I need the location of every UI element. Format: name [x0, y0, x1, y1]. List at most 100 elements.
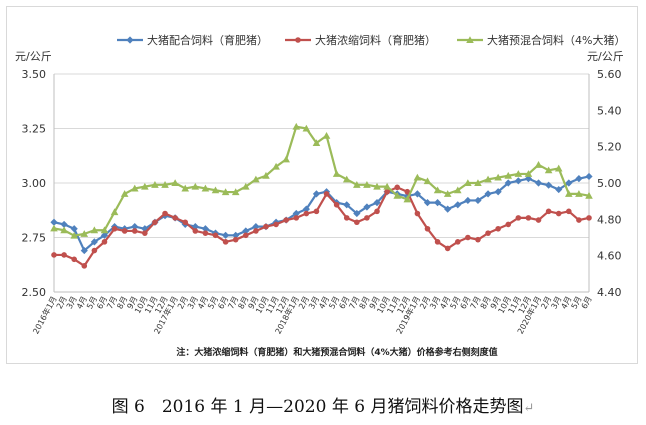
- data-point-2: [253, 228, 259, 234]
- data-point-2: [333, 202, 340, 208]
- data-point-1: [413, 190, 421, 198]
- data-point-2: [394, 184, 401, 191]
- data-point-3: [464, 179, 472, 186]
- data-point-3: [312, 139, 321, 147]
- return-mark: ↵: [523, 401, 535, 416]
- data-point-1: [242, 227, 250, 235]
- data-point-3: [211, 186, 220, 194]
- data-point-3: [302, 124, 311, 132]
- data-point-1: [585, 172, 593, 181]
- data-point-3: [575, 190, 583, 197]
- data-point-3: [100, 226, 109, 234]
- data-point-3: [332, 170, 341, 177]
- data-point-1: [575, 175, 583, 183]
- data-point-2: [586, 215, 592, 221]
- data-point-1: [312, 190, 321, 198]
- data-point-1: [494, 188, 502, 196]
- data-point-2: [131, 228, 138, 234]
- legend-marker: [126, 36, 134, 44]
- right-tick-label: 5.40: [597, 104, 622, 117]
- legend-label-1: 大猪配合饲料（育肥猪）: [147, 33, 268, 47]
- legend-label-2: 大猪浓缩饲料（育肥猪）: [315, 33, 436, 47]
- data-point-2: [152, 219, 158, 226]
- data-point-3: [514, 170, 523, 177]
- data-point-2: [404, 188, 411, 195]
- data-point-3: [342, 175, 351, 183]
- data-point-3: [252, 175, 260, 183]
- data-point-2: [202, 230, 209, 236]
- data-point-2: [374, 208, 380, 215]
- data-point-2: [323, 191, 330, 197]
- left-tick-label: 2.50: [22, 286, 47, 299]
- data-point-1: [454, 201, 462, 209]
- data-point-2: [414, 210, 421, 217]
- data-point-2: [434, 239, 441, 245]
- data-point-1: [343, 201, 351, 209]
- legend-marker: [466, 36, 474, 43]
- data-point-1: [484, 190, 492, 198]
- data-point-3: [50, 224, 58, 232]
- data-point-3: [272, 162, 280, 170]
- data-point-3: [282, 155, 290, 163]
- data-point-2: [273, 221, 279, 228]
- data-point-3: [433, 186, 442, 194]
- data-point-2: [61, 252, 67, 258]
- data-point-3: [181, 184, 190, 192]
- data-point-3: [292, 122, 301, 130]
- data-point-2: [142, 230, 148, 236]
- data-point-2: [222, 239, 229, 245]
- data-point-1: [50, 218, 58, 226]
- data-point-1: [292, 209, 300, 218]
- data-point-2: [51, 252, 57, 258]
- data-point-3: [110, 208, 119, 216]
- data-point-3: [151, 181, 159, 188]
- data-point-1: [474, 196, 482, 205]
- data-point-2: [566, 208, 572, 215]
- data-point-2: [525, 215, 532, 221]
- legend-label-3: 大猪预混合饲料（4%大猪）: [487, 33, 625, 47]
- data-point-3: [443, 190, 452, 197]
- data-point-3: [322, 131, 331, 139]
- data-point-3: [130, 184, 139, 192]
- data-point-2: [545, 208, 552, 215]
- data-point-2: [91, 247, 98, 254]
- price-trend-chart: 2.50 2.75 3.00 3.25 3.50 4.40 4.60 4.80 5.00 5.20…: [15, 33, 625, 358]
- data-point-2: [465, 234, 471, 241]
- data-point-1: [80, 246, 88, 255]
- data-point-1: [545, 181, 553, 189]
- data-point-1: [555, 185, 563, 194]
- data-point-2: [485, 230, 491, 236]
- data-point-3: [70, 231, 78, 239]
- data-point-3: [231, 188, 240, 196]
- data-point-2: [182, 219, 189, 226]
- data-point-2: [555, 210, 562, 217]
- data-point-1: [353, 209, 361, 218]
- left-tick-label: 3.00: [22, 177, 47, 190]
- data-point-3: [80, 230, 89, 237]
- data-point-3: [141, 182, 149, 190]
- right-tick-label: 4.60: [597, 250, 622, 263]
- data-point-1: [534, 179, 543, 187]
- right-unit-label: 元/公斤: [587, 50, 624, 63]
- data-point-3: [413, 173, 422, 181]
- data-point-3: [423, 177, 432, 185]
- data-point-1: [70, 225, 78, 233]
- right-tick-label: 4.40: [597, 286, 622, 299]
- data-point-1: [423, 199, 432, 207]
- data-point-2: [475, 236, 481, 243]
- data-point-1: [363, 203, 371, 211]
- data-point-2: [263, 223, 269, 230]
- data-point-1: [232, 231, 240, 239]
- data-point-3: [534, 161, 543, 168]
- data-point-2: [212, 232, 219, 239]
- data-point-1: [444, 205, 452, 213]
- x-tick-label: 2016年1月: [30, 294, 58, 335]
- data-point-3: [494, 173, 502, 181]
- data-point-2: [454, 239, 461, 245]
- data-point-1: [373, 199, 381, 207]
- data-point-2: [505, 221, 512, 228]
- data-point-3: [504, 171, 513, 179]
- data-point-3: [544, 166, 553, 174]
- data-point-1: [302, 205, 310, 213]
- data-point-3: [262, 171, 270, 179]
